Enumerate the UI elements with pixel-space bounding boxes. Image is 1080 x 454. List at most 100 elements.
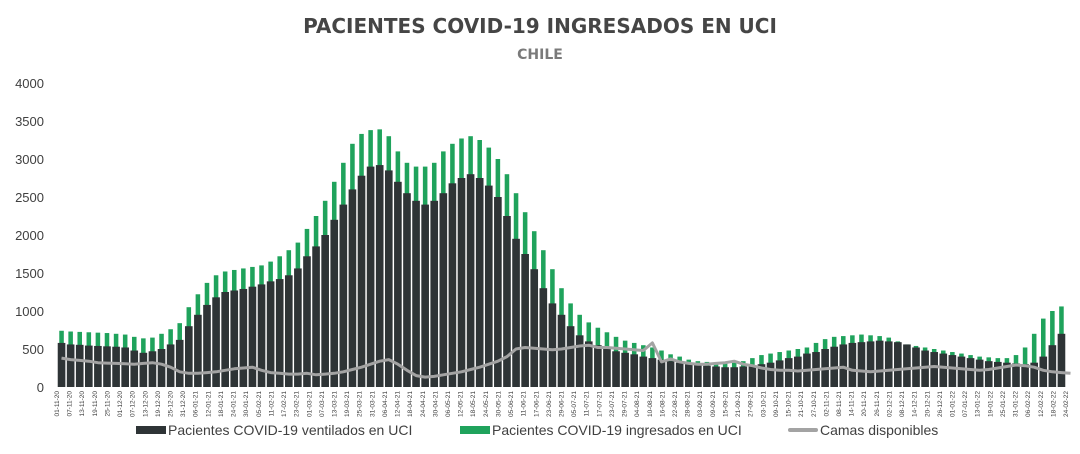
x-tick-label: 25-03-21 <box>357 391 364 417</box>
ventilated-bar <box>575 335 584 387</box>
ventilated-bar <box>739 366 748 387</box>
x-tick-label: 12-01-21 <box>205 391 212 417</box>
x-tick-label: 19-11-20 <box>92 391 99 417</box>
ventilated-bar <box>266 281 275 387</box>
x-tick-label: 25-11-20 <box>105 391 112 417</box>
x-tick-label: 14-12-21 <box>912 391 919 417</box>
x-tick-label: 03-09-21 <box>697 391 704 417</box>
ventilated-bar <box>248 286 257 387</box>
ventilated-bar <box>366 166 375 387</box>
x-tick-label: 10-08-21 <box>647 391 654 417</box>
x-tick-label: 27-09-21 <box>748 391 755 417</box>
x-tick-label: 20-12-21 <box>924 391 931 417</box>
x-tick-label: 22-08-21 <box>672 391 679 417</box>
ventilated-bar <box>103 346 111 387</box>
ventilated-bar <box>130 350 139 387</box>
y-tick-label: 1000 <box>15 304 44 319</box>
ventilated-bar <box>521 254 529 387</box>
chart-area: 0 500 1000 1500 2000 2500 3000 3500 4000 01-11-2… <box>15 76 1071 417</box>
x-tick-label: 12-05-21 <box>458 391 465 417</box>
ventilated-bar <box>657 359 666 387</box>
ventilated-bar <box>721 367 729 387</box>
ventilated-bar <box>1030 362 1039 387</box>
ventilated-bar <box>321 235 329 387</box>
ventilated-bar <box>84 345 93 387</box>
ventilated-bar <box>257 284 266 387</box>
ventilated-bar <box>594 345 602 387</box>
x-tick-label: 07-12-20 <box>130 391 137 417</box>
beds-line-path <box>61 341 1071 379</box>
ventilated-bar <box>603 349 611 387</box>
ventilated-bar <box>857 342 866 387</box>
ventilated-bar <box>703 365 711 387</box>
x-tick-label: 16-08-21 <box>659 391 666 417</box>
x-tick-label: 07-11-20 <box>67 391 74 417</box>
ventilated-bar <box>648 358 657 387</box>
ventilated-bar <box>294 268 302 387</box>
x-tick-label: 05-07-21 <box>571 391 578 417</box>
ventilated-bar <box>312 246 320 387</box>
icu-bar <box>1041 318 1046 387</box>
ventilated-bar <box>484 185 493 387</box>
ventilated-bar <box>494 197 502 387</box>
ventilated-bar <box>994 361 1002 387</box>
ventilated-bars <box>57 165 1066 387</box>
x-tick-label: 19-12-20 <box>155 391 162 417</box>
x-tick-label: 30-05-21 <box>495 391 502 417</box>
ventilated-bar <box>539 288 548 387</box>
ventilated-bar <box>584 341 593 387</box>
ventilated-bar <box>66 344 75 387</box>
ventilated-bar <box>275 279 284 387</box>
ventilated-bar <box>684 364 693 387</box>
x-tick-label: 26-12-21 <box>937 391 944 417</box>
x-tick-label: 29-06-21 <box>559 391 566 417</box>
x-tick-label: 19-01-22 <box>987 391 994 417</box>
x-tick-label: 19-03-21 <box>344 391 351 417</box>
ventilated-bar <box>194 314 202 387</box>
ventilated-bar <box>121 347 129 387</box>
ventilated-bar <box>284 275 293 387</box>
ventilated-bar <box>203 304 211 387</box>
ventilated-bar <box>557 314 566 387</box>
x-tick-label: 11-07-21 <box>584 391 591 417</box>
ventilated-bar <box>1057 333 1066 387</box>
x-tick-label: 12-02-22 <box>1038 391 1045 417</box>
y-tick-label: 500 <box>22 342 44 357</box>
ventilated-bar <box>457 178 466 387</box>
x-tick-label: 06-02-22 <box>1025 391 1032 417</box>
ventilated-bar <box>184 326 193 387</box>
x-tick-label: 23-06-21 <box>546 391 553 417</box>
ventilated-bar <box>930 352 939 387</box>
ventilated-bar <box>230 290 239 387</box>
ventilated-bar <box>566 326 575 387</box>
x-tick-label: 25-12-20 <box>168 391 175 417</box>
ventilated-bar <box>884 341 893 387</box>
x-tick-label: 21-10-21 <box>798 391 805 417</box>
ventilated-bar <box>212 297 220 387</box>
ventilated-bar <box>1021 364 1029 387</box>
ventilated-bar <box>612 351 620 387</box>
x-tick-label: 27-10-21 <box>811 391 818 417</box>
ventilated-bar <box>766 362 775 387</box>
legend-item-icu: Pacientes COVID-19 ingresados en UCI <box>460 422 742 438</box>
ventilated-bar <box>157 349 166 387</box>
ventilated-bar <box>748 365 757 387</box>
x-tick-label: 18-05-21 <box>470 391 477 417</box>
x-tick-label: 05-06-21 <box>508 391 515 417</box>
ventilated-bar <box>848 342 857 387</box>
ventilated-bar <box>894 342 902 387</box>
ventilated-bar <box>221 292 229 387</box>
x-tick-label: 30-01-21 <box>243 391 250 417</box>
x-tick-label: 06-04-21 <box>382 391 389 417</box>
ventilated-bar <box>966 358 975 387</box>
x-tick-label: 02-11-21 <box>823 391 830 417</box>
x-tick-label: 23-02-21 <box>294 391 301 417</box>
y-tick-label: 2000 <box>15 228 44 243</box>
ventilated-bar <box>384 170 393 387</box>
x-tick-label: 11-02-21 <box>268 391 275 417</box>
ventilated-bar <box>630 354 639 387</box>
ventilated-bar <box>403 193 411 387</box>
ventilated-bar <box>866 341 875 387</box>
x-tick-label: 24-01-21 <box>231 391 238 417</box>
x-tick-label: 24-05-21 <box>483 391 490 417</box>
